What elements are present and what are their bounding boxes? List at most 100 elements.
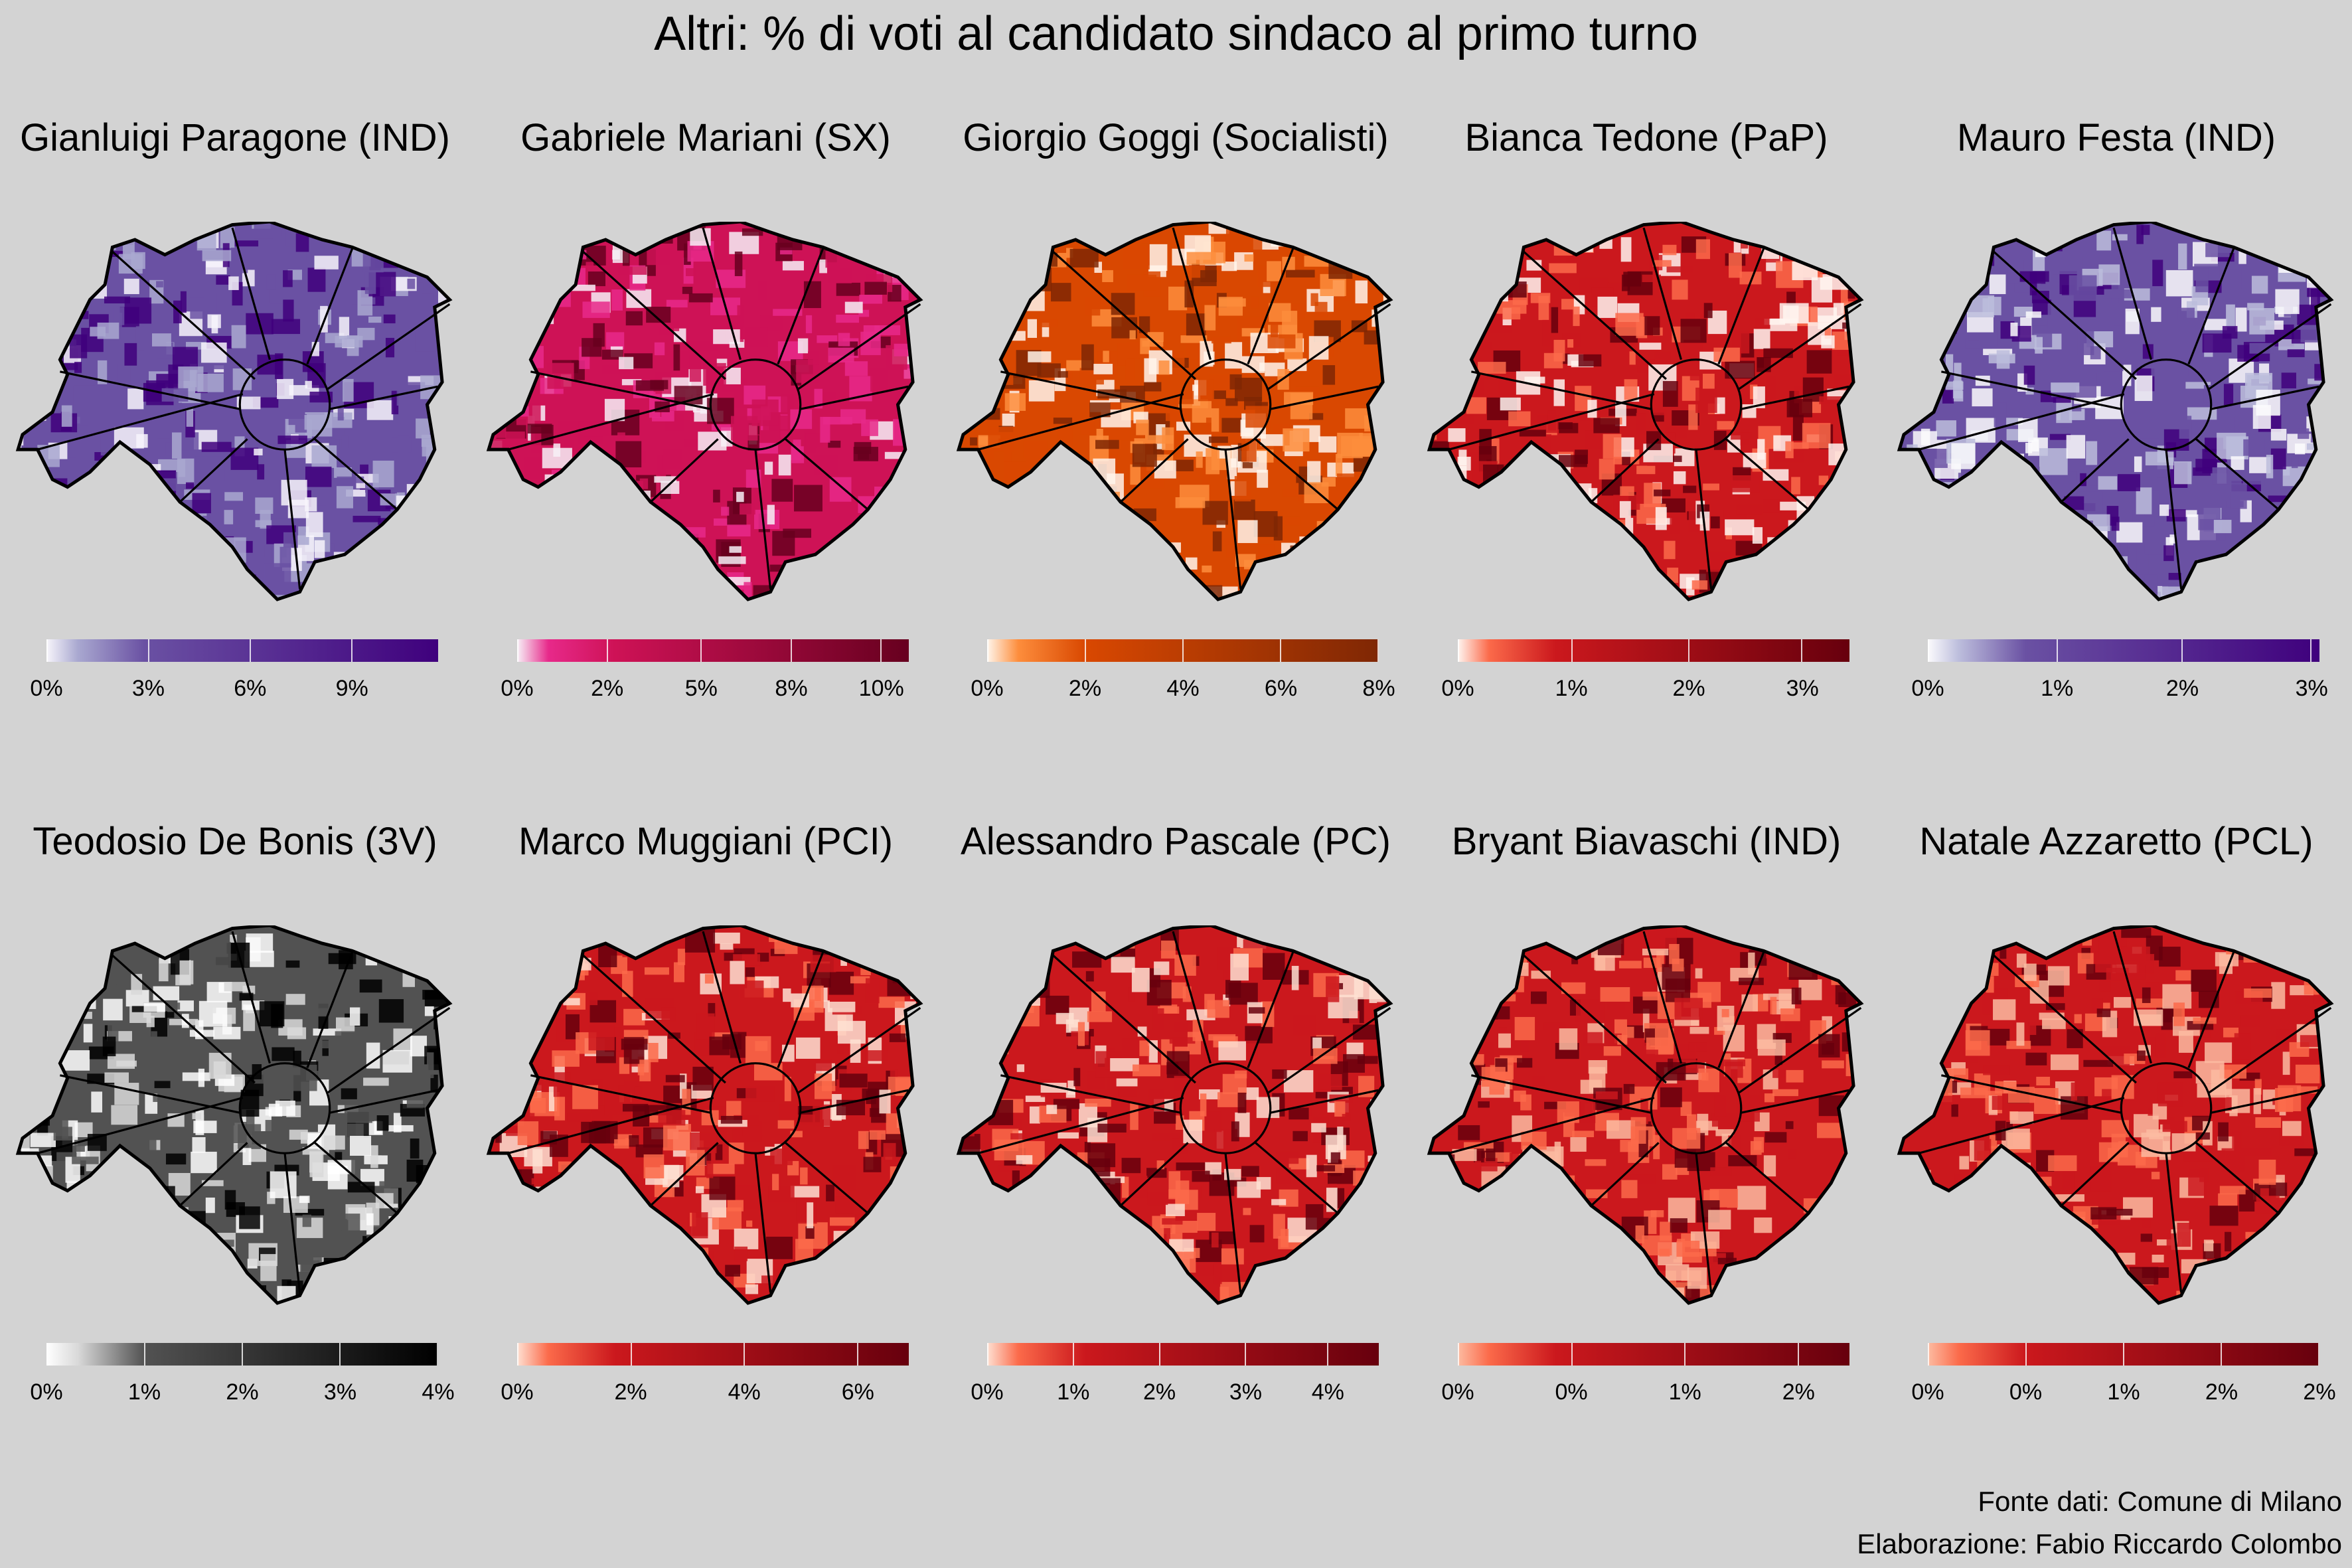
sezione-area	[1014, 1229, 1037, 1247]
sezione-area	[62, 1112, 68, 1139]
sezione-area	[431, 556, 439, 576]
sezione-area	[1165, 412, 1189, 422]
sezione-area	[1523, 1191, 1545, 1204]
legend-tick-label: 1%	[1555, 676, 1588, 701]
sezione-area	[1899, 1206, 1902, 1229]
sezione-area	[827, 268, 852, 283]
sezione-area	[1849, 584, 1861, 595]
sezione-area	[538, 996, 550, 1009]
sezione-area	[1449, 569, 1468, 585]
sezione-area	[737, 305, 744, 325]
sezione-area	[734, 251, 743, 276]
sezione-area	[1218, 1041, 1246, 1061]
sezione-area	[161, 593, 188, 599]
sezione-area	[1241, 437, 1257, 462]
sezione-area	[563, 1271, 587, 1283]
sezione-area	[1044, 1244, 1065, 1254]
sezione-area	[1249, 1225, 1265, 1243]
sezione-area	[594, 556, 604, 579]
color-legend-bar	[1458, 1343, 1849, 1366]
sezione-area	[721, 507, 730, 516]
legend-tick	[1797, 1343, 1799, 1366]
municipio-border	[1224, 449, 1242, 589]
sezione-area	[968, 365, 982, 384]
sezione-area	[430, 594, 447, 599]
sezione-area	[1318, 436, 1337, 453]
sezione-area	[1536, 530, 1562, 545]
sezione-area	[1907, 1103, 1932, 1111]
sezione-area	[2242, 1148, 2272, 1156]
sezione-area	[709, 1036, 730, 1056]
sezione-area	[1433, 548, 1443, 573]
sezione-area	[1029, 1106, 1040, 1124]
sezione-area	[95, 587, 102, 599]
sezione-area	[305, 380, 312, 389]
sezione-area	[18, 1104, 23, 1123]
sezione-area	[2323, 526, 2331, 534]
municipio-border	[112, 250, 256, 380]
sezione-area	[186, 482, 195, 489]
sezione-area	[91, 1091, 103, 1113]
sezione-area	[208, 1052, 232, 1079]
sezione-area	[1903, 1089, 1914, 1108]
sezione-area	[677, 948, 686, 965]
sezione-area	[42, 562, 62, 584]
sezione-area	[582, 459, 611, 480]
sezione-area	[1858, 550, 1861, 558]
sezione-area	[845, 595, 873, 599]
sezione-area	[489, 585, 492, 594]
sezione-area	[1481, 1067, 1506, 1087]
sezione-area	[977, 354, 994, 381]
sezione-area	[544, 256, 552, 279]
sezione-area	[1456, 1239, 1468, 1259]
sezione-area	[1536, 1200, 1555, 1227]
sezione-area	[1553, 1230, 1573, 1253]
sezione-area	[593, 323, 605, 347]
sezione-area	[1364, 516, 1389, 538]
sezione-area	[314, 540, 325, 558]
sezione-area	[589, 1261, 609, 1282]
sezione-area	[2055, 928, 2080, 937]
legend-tick-label: 8%	[1362, 676, 1395, 701]
sezione-area	[2268, 585, 2280, 599]
sezione-area	[518, 279, 540, 306]
sezione-area	[2131, 438, 2160, 445]
sezione-area	[1650, 1210, 1664, 1217]
sezione-area	[193, 1289, 209, 1303]
sezione-area	[2226, 304, 2235, 327]
sezione-area	[2296, 961, 2314, 975]
sezione-area	[491, 516, 498, 538]
sezione-area	[1237, 1092, 1247, 1113]
sezione-area	[1634, 1050, 1658, 1062]
sezione-area	[509, 1299, 517, 1303]
sezione-area	[1091, 991, 1106, 1012]
legend-tick-label: 4%	[422, 1379, 455, 1405]
sezione-area	[2121, 927, 2152, 938]
sezione-area	[643, 559, 670, 574]
sezione-area	[1764, 319, 1786, 325]
sezione-area	[174, 1263, 182, 1281]
sezione-area	[1020, 544, 1048, 570]
sezione-area	[817, 1300, 836, 1303]
sezione-area	[1085, 1098, 1111, 1107]
sezione-area	[1816, 1203, 1847, 1219]
sezione-area	[2304, 477, 2312, 493]
sezione-area	[439, 1110, 450, 1119]
sezione-area	[853, 1238, 869, 1256]
sezione-area	[438, 1217, 450, 1244]
sezione-area	[1245, 406, 1271, 428]
legend-tick	[2221, 1343, 2222, 1366]
sezione-area	[1899, 266, 1925, 286]
sezione-area	[2199, 366, 2226, 376]
sezione-area	[1438, 1199, 1457, 1220]
sezione-area	[2039, 1012, 2065, 1020]
sezione-area	[2116, 965, 2146, 980]
sezione-area	[673, 962, 685, 982]
sezione-area	[817, 335, 838, 343]
sezione-area	[2254, 1079, 2262, 1095]
sezione-area	[913, 355, 921, 369]
municipio-border	[777, 248, 824, 365]
sezione-area	[1478, 1101, 1490, 1108]
sezione-area	[223, 595, 243, 599]
sezione-area	[1228, 982, 1258, 1005]
